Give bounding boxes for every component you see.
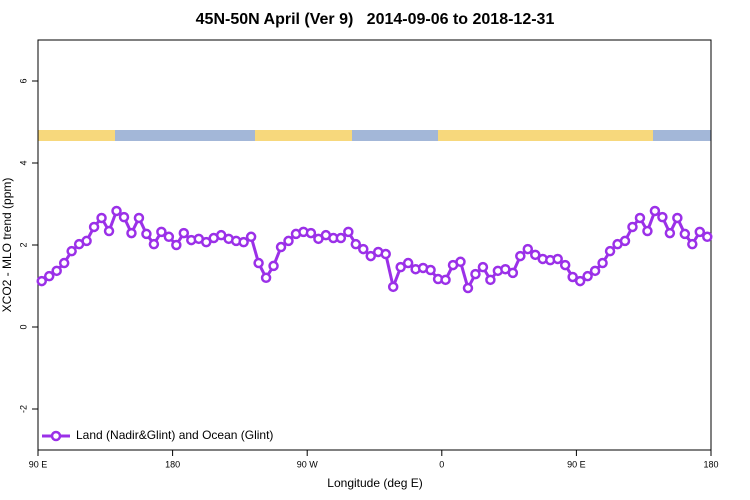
point <box>440 274 451 286</box>
point <box>253 257 264 269</box>
point <box>343 226 354 238</box>
point <box>694 226 706 238</box>
x-tick-label: 90 E <box>29 459 48 469</box>
x-axis-label: Longitude (deg E) <box>327 476 422 490</box>
ocean <box>653 130 711 141</box>
point <box>387 281 399 293</box>
point <box>425 264 436 276</box>
point <box>395 261 406 273</box>
point <box>335 232 347 244</box>
point <box>687 238 698 250</box>
point <box>634 212 646 224</box>
point <box>530 249 541 261</box>
point <box>485 274 496 286</box>
x-tick-label: 90 E <box>567 459 586 469</box>
point <box>81 235 92 247</box>
ocean <box>352 130 438 141</box>
y-axis-label: XCO2 - MLO trend (ppm) <box>0 178 14 313</box>
point <box>96 212 107 224</box>
land-ocean-strip <box>38 130 711 141</box>
point <box>559 259 571 271</box>
point <box>238 236 249 248</box>
point <box>657 211 668 223</box>
point <box>163 231 175 243</box>
point <box>567 271 578 283</box>
point <box>604 245 616 257</box>
point <box>350 238 362 250</box>
point <box>111 205 122 217</box>
x-tick-label: 90 W <box>297 459 319 469</box>
point <box>642 225 653 237</box>
point <box>201 236 212 248</box>
point <box>66 245 77 257</box>
y-tick-label: 4 <box>18 160 28 165</box>
chart-title: 45N-50N April (Ver 9) 2014-09-06 to 2018… <box>196 11 555 28</box>
point <box>477 261 489 273</box>
point <box>597 257 608 269</box>
y-tick-label: 6 <box>18 78 28 83</box>
point <box>171 239 182 251</box>
point <box>358 243 369 255</box>
point <box>268 260 279 272</box>
point <box>245 231 257 243</box>
point <box>141 228 152 240</box>
point <box>589 265 601 277</box>
point <box>672 212 683 224</box>
point <box>148 238 160 250</box>
point <box>664 227 676 239</box>
x-tick-label: 180 <box>165 459 180 469</box>
point <box>43 270 55 282</box>
point <box>58 257 70 269</box>
point <box>515 250 526 262</box>
legend-label: Land (Nadir&Glint) and Ocean (Glint) <box>76 428 273 442</box>
x-tick-label: 0 <box>439 459 444 469</box>
point <box>118 211 130 223</box>
point <box>156 226 167 238</box>
point <box>462 282 474 294</box>
point <box>88 221 100 233</box>
land <box>38 130 115 141</box>
y-tick-label: 2 <box>18 242 28 247</box>
point <box>133 212 145 224</box>
point <box>702 231 713 243</box>
y-tick-label: 0 <box>18 324 28 329</box>
y-tick-label: -2 <box>18 405 28 413</box>
point <box>649 205 661 217</box>
land <box>255 130 352 141</box>
point <box>260 272 272 284</box>
point <box>552 253 563 265</box>
x-tick-label: 180 <box>703 459 718 469</box>
point <box>275 241 287 253</box>
point <box>507 267 519 279</box>
point <box>51 265 62 277</box>
point <box>582 270 593 282</box>
ocean <box>115 130 255 141</box>
point <box>178 227 190 239</box>
point <box>402 257 414 269</box>
point <box>470 268 481 280</box>
point <box>455 256 466 268</box>
point <box>380 248 391 260</box>
point <box>283 235 294 247</box>
point <box>126 227 137 239</box>
legend-swatch-marker <box>50 430 62 442</box>
plot-frame <box>37 39 712 451</box>
point <box>365 250 377 262</box>
point <box>522 243 534 255</box>
point <box>36 275 47 287</box>
land <box>438 130 653 141</box>
point <box>679 228 691 240</box>
point <box>619 235 631 247</box>
point <box>574 275 586 287</box>
point <box>627 221 638 233</box>
point <box>103 225 115 237</box>
point <box>305 227 317 239</box>
